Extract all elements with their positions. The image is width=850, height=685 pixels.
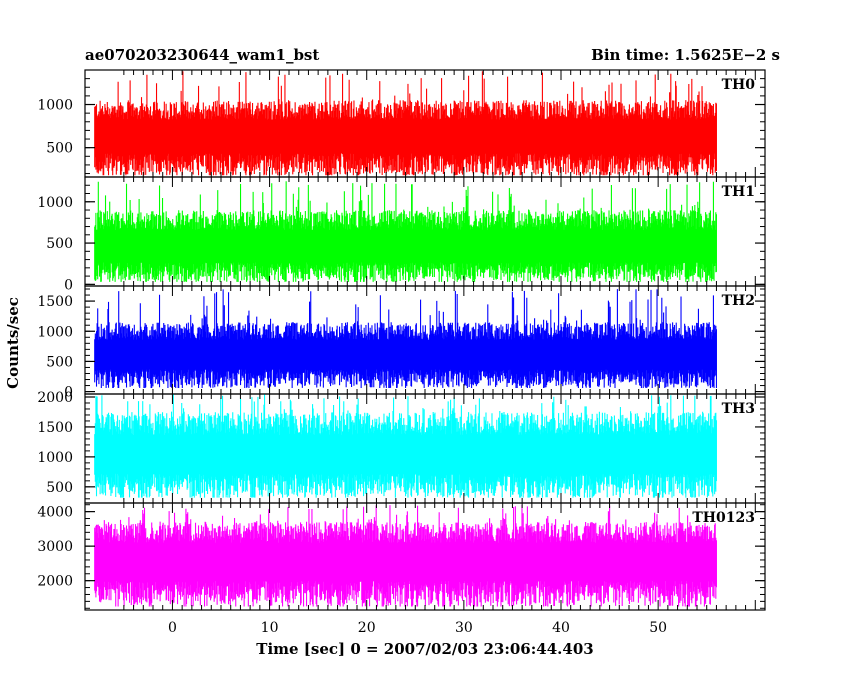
x-axis: 0 10 20 30 40 50 (168, 620, 667, 636)
y-tick-label: 4000 (37, 505, 73, 521)
y-tick-label: 3000 (37, 539, 73, 555)
y-tick-label: 1500 (37, 420, 73, 436)
y-tick-label: 2000 (37, 574, 73, 590)
y-tick-label: 500 (46, 354, 73, 370)
y-tick-label: 2000 (37, 390, 73, 406)
panel-label-th1: TH1 (722, 184, 755, 200)
panel-label-th0: TH0 (722, 77, 756, 93)
x-tick-label: 50 (649, 620, 667, 636)
panel-th0: 500 1000 TH0 (37, 69, 766, 178)
y-tick-label: 500 (46, 141, 73, 157)
series-th0123-line (94, 504, 717, 607)
series-th3-line (94, 394, 717, 498)
y-tick-label: 1000 (37, 195, 73, 211)
y-tick-label: 500 (46, 480, 73, 496)
panel-label-th2: TH2 (722, 293, 755, 309)
x-tick-label: 40 (552, 620, 570, 636)
panels-group: 500 1000 TH0 0 500 1000 TH1 0 500 1000 1500 TH2 500 1… (37, 69, 766, 611)
x-tick-label: 0 (168, 620, 177, 636)
chart-title: ae070203230644_wam1_bst (85, 46, 319, 64)
panel-label-th3: TH3 (722, 401, 755, 417)
series-th0-line (94, 71, 717, 176)
x-tick-label: 20 (358, 620, 376, 636)
panel-th0123: 2000 3000 4000 TH0123 (37, 502, 766, 611)
y-tick-label: 1500 (37, 294, 73, 310)
panel-th1: 0 500 1000 TH1 (37, 176, 766, 293)
x-tick-label: 30 (455, 620, 473, 636)
panel-th2: 0 500 1000 1500 TH2 (37, 285, 766, 401)
y-tick-label: 0 (64, 277, 73, 293)
x-tick-label: 10 (261, 620, 279, 636)
x-axis-label: Time [sec] 0 = 2007/02/03 23:06:44.403 (256, 640, 593, 658)
y-axis-label: Counts/sec (4, 297, 22, 389)
y-tick-label: 1000 (37, 324, 73, 340)
panel-label-th0123: TH0123 (692, 510, 755, 526)
panel-th3: 500 1000 1500 2000 TH3 (37, 390, 766, 504)
y-tick-label: 1000 (37, 450, 73, 466)
y-tick-label: 0 (64, 385, 73, 401)
series-th1-line (94, 181, 717, 282)
series-th2-line (94, 289, 717, 388)
y-tick-label: 1000 (37, 98, 73, 114)
y-tick-label: 500 (46, 236, 73, 252)
bin-time-label: Bin time: 1.5625E−2 s (591, 46, 780, 64)
